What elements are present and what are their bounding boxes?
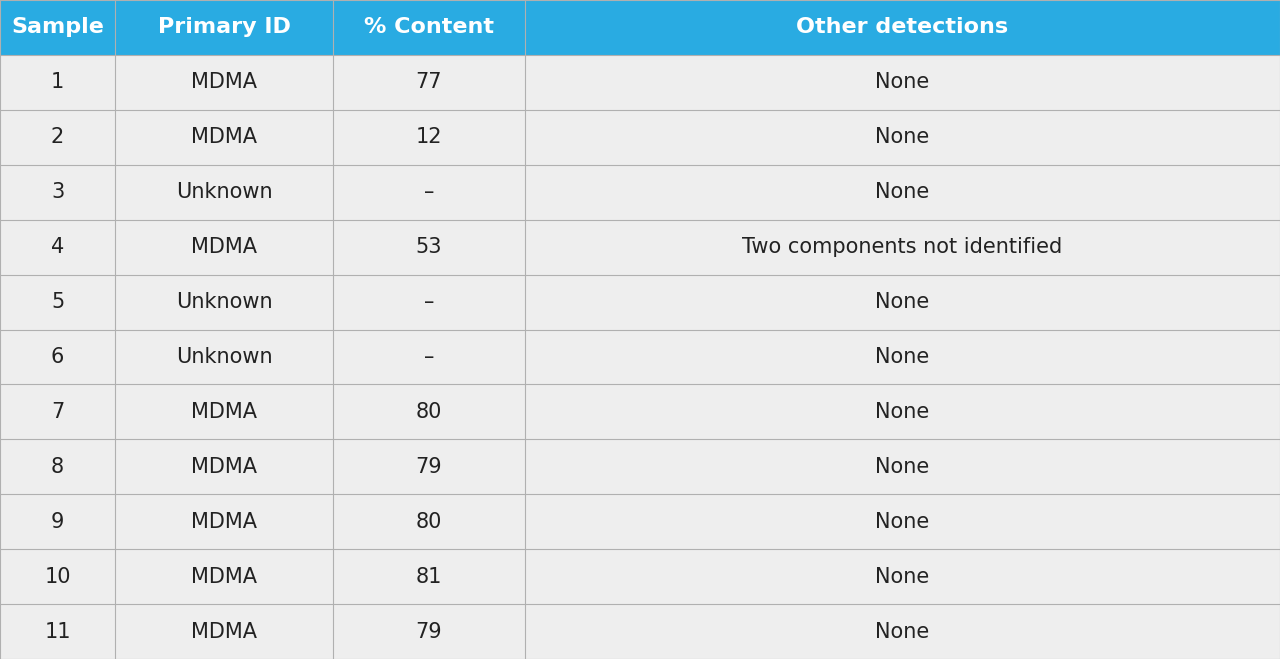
Bar [115,440,333,494]
Text: 2: 2 [51,127,64,148]
Bar [333,0,525,55]
Bar [115,549,333,604]
Text: 79: 79 [416,621,442,642]
Text: 53: 53 [416,237,442,257]
Text: 80: 80 [416,511,442,532]
Text: MDMA: MDMA [191,621,257,642]
Bar [525,110,1280,165]
Bar [525,549,1280,604]
Text: None: None [876,72,929,92]
Bar [0,494,115,549]
Text: None: None [876,621,929,642]
Text: Unknown: Unknown [175,292,273,312]
Text: MDMA: MDMA [191,457,257,477]
Bar [525,384,1280,440]
Text: None: None [876,457,929,477]
Bar [0,219,115,275]
Text: 80: 80 [416,402,442,422]
Text: None: None [876,292,929,312]
Text: MDMA: MDMA [191,72,257,92]
Bar [525,275,1280,330]
Bar [525,494,1280,549]
Text: –: – [424,292,434,312]
Bar [333,549,525,604]
Text: MDMA: MDMA [191,567,257,587]
Text: None: None [876,511,929,532]
Text: –: – [424,347,434,367]
Bar [525,165,1280,219]
Text: Unknown: Unknown [175,182,273,202]
Text: 5: 5 [51,292,64,312]
Text: 10: 10 [45,567,70,587]
Bar [0,110,115,165]
Text: –: – [424,182,434,202]
Bar [115,275,333,330]
Bar [115,165,333,219]
Text: 6: 6 [51,347,64,367]
Bar [333,440,525,494]
Bar [0,604,115,659]
Text: MDMA: MDMA [191,237,257,257]
Text: 11: 11 [45,621,70,642]
Bar [525,330,1280,384]
Text: Other detections: Other detections [796,17,1009,38]
Text: None: None [876,347,929,367]
Bar [0,0,115,55]
Text: 7: 7 [51,402,64,422]
Bar [0,440,115,494]
Text: None: None [876,567,929,587]
Bar [525,55,1280,110]
Bar [333,494,525,549]
Bar [333,275,525,330]
Bar [525,219,1280,275]
Bar [333,165,525,219]
Text: Two components not identified: Two components not identified [742,237,1062,257]
Bar [333,219,525,275]
Bar [333,110,525,165]
Bar [333,55,525,110]
Bar [333,604,525,659]
Bar [0,275,115,330]
Bar [115,494,333,549]
Text: 77: 77 [416,72,442,92]
Text: None: None [876,402,929,422]
Text: 3: 3 [51,182,64,202]
Bar [115,55,333,110]
Bar [0,549,115,604]
Bar [333,384,525,440]
Text: 8: 8 [51,457,64,477]
Bar [115,219,333,275]
Bar [525,440,1280,494]
Text: Primary ID: Primary ID [157,17,291,38]
Bar [333,330,525,384]
Bar [525,0,1280,55]
Text: 9: 9 [51,511,64,532]
Text: Sample: Sample [12,17,104,38]
Bar [0,384,115,440]
Bar [0,165,115,219]
Text: 1: 1 [51,72,64,92]
Text: None: None [876,127,929,148]
Bar [115,330,333,384]
Bar [0,55,115,110]
Bar [115,110,333,165]
Text: MDMA: MDMA [191,402,257,422]
Text: 79: 79 [416,457,442,477]
Bar [115,604,333,659]
Text: None: None [876,182,929,202]
Text: Unknown: Unknown [175,347,273,367]
Text: 4: 4 [51,237,64,257]
Bar [115,0,333,55]
Text: % Content: % Content [364,17,494,38]
Text: 12: 12 [416,127,442,148]
Bar [115,384,333,440]
Bar [525,604,1280,659]
Text: MDMA: MDMA [191,127,257,148]
Text: MDMA: MDMA [191,511,257,532]
Text: 81: 81 [416,567,442,587]
Bar [0,330,115,384]
